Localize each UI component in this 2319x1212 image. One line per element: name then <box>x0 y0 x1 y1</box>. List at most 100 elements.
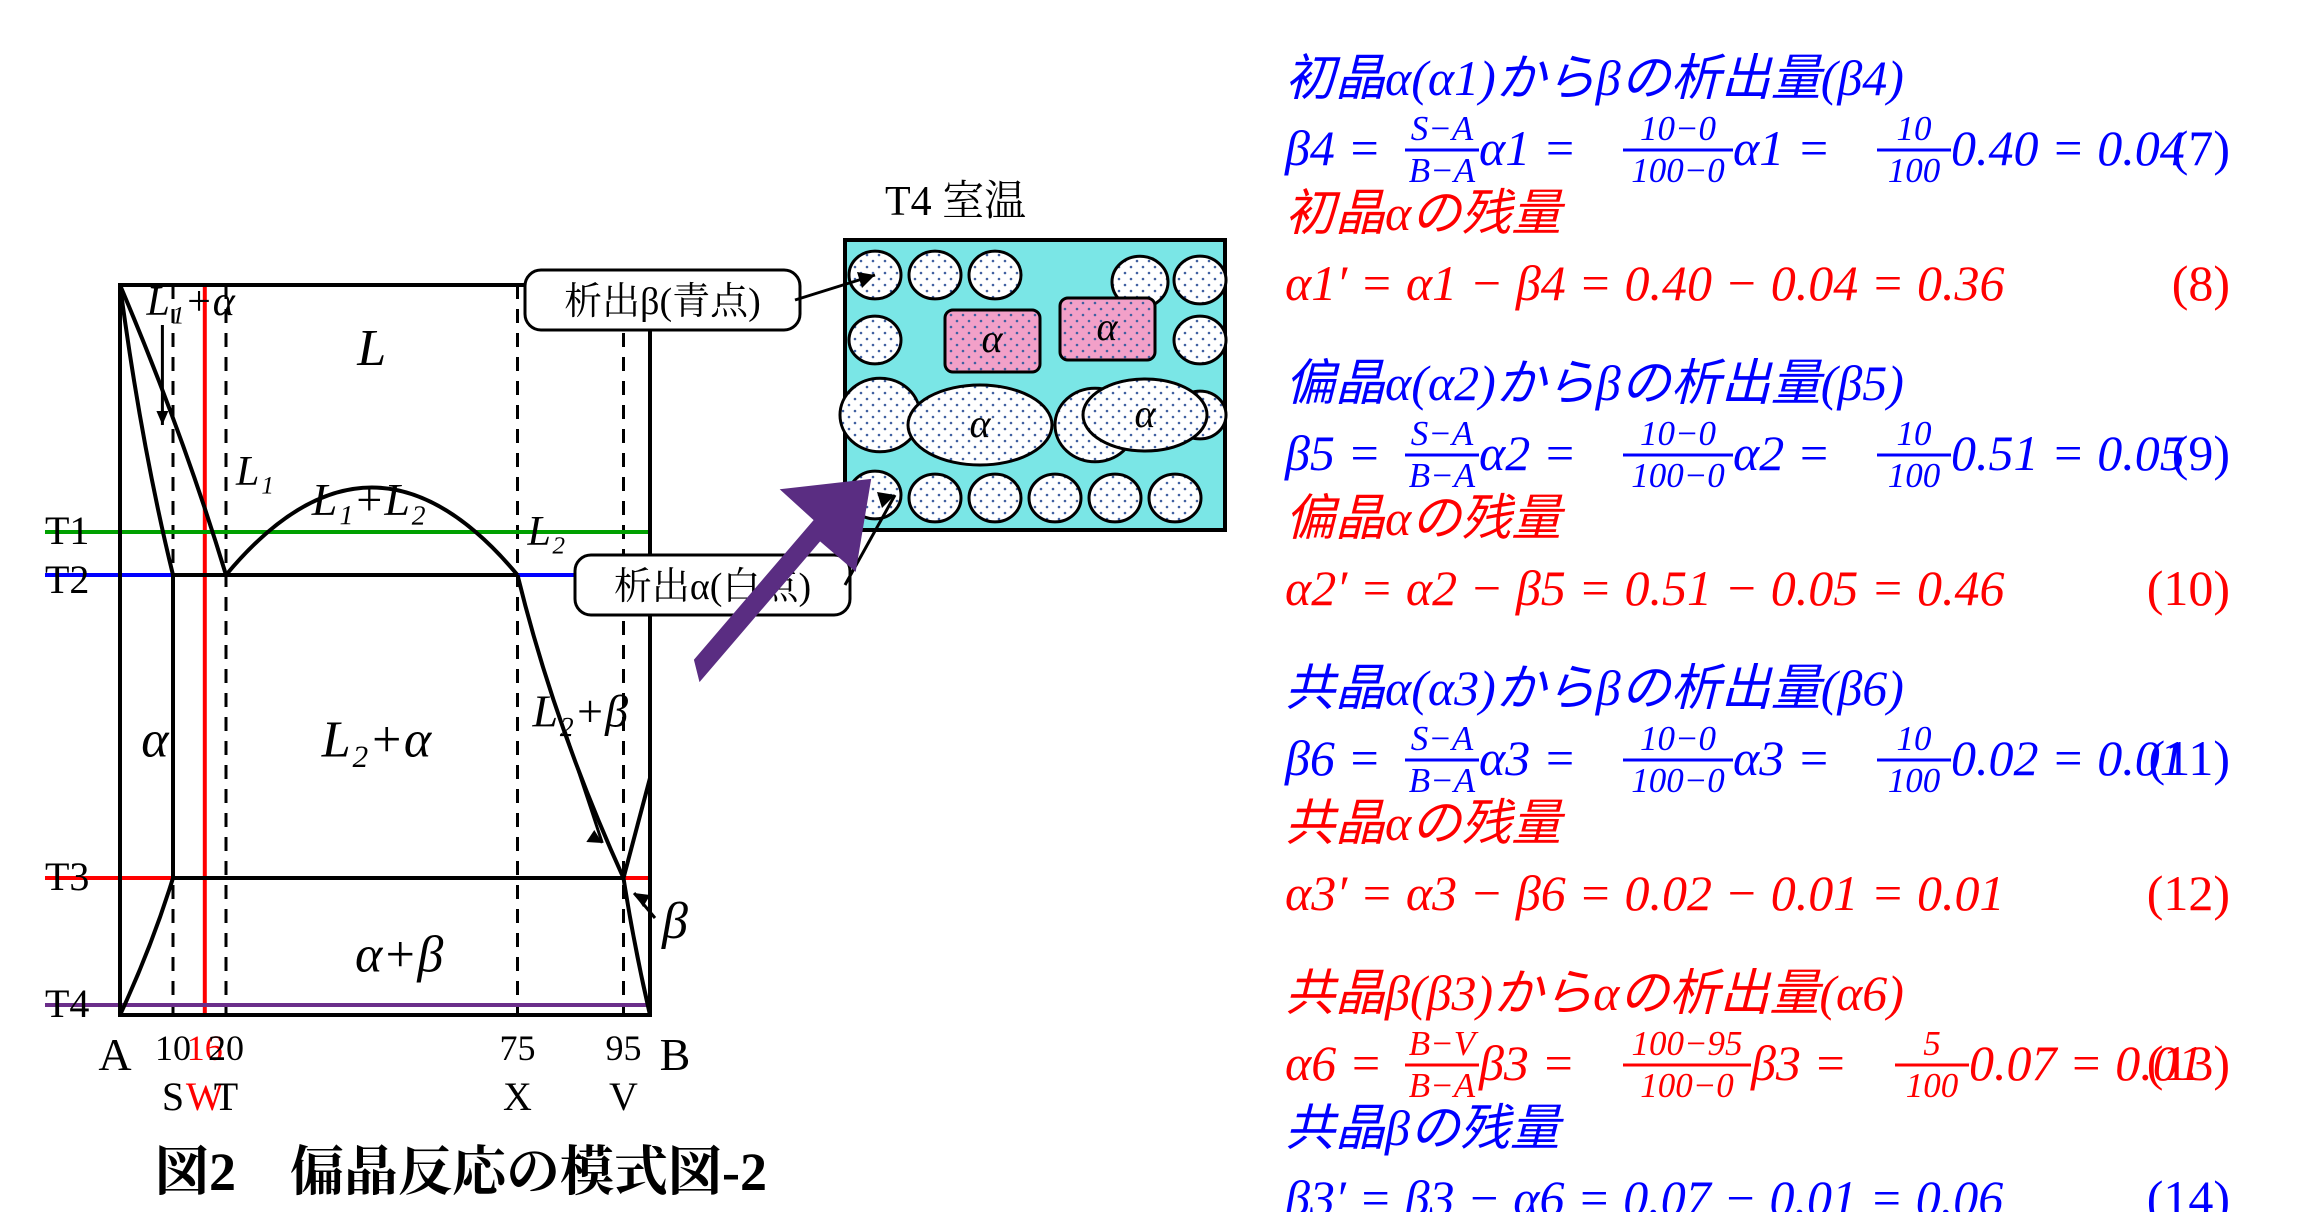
svg-text:α: α <box>1097 304 1119 349</box>
svg-text:α2 =: α2 = <box>1733 425 1831 481</box>
svg-text:共晶α(α3)からβの析出量(β6): 共晶α(α3)からβの析出量(β6) <box>1285 660 1904 716</box>
svg-text:β4 =: β4 = <box>1284 120 1381 176</box>
svg-text:T4: T4 <box>45 981 89 1026</box>
svg-text:T1: T1 <box>45 508 89 553</box>
svg-text:5: 5 <box>1923 1024 1941 1063</box>
svg-text:β3 =: β3 = <box>1478 1035 1575 1091</box>
equation-line: 偏晶αの残量 <box>1285 490 1565 546</box>
svg-text:α3 =: α3 = <box>1733 730 1831 786</box>
svg-text:α6 =: α6 = <box>1285 1035 1383 1091</box>
svg-text:α: α <box>982 316 1004 361</box>
svg-text:75: 75 <box>500 1028 536 1068</box>
equation-line: β5 = S−AB−A α2 = 10−0100−0 α2 = 10100 0.… <box>1284 414 2230 495</box>
svg-text:(14): (14) <box>2147 1170 2230 1212</box>
svg-text:100−0: 100−0 <box>1631 151 1725 190</box>
svg-text:100−0: 100−0 <box>1631 456 1725 495</box>
svg-text:初晶α(α1)からβの析出量(β4): 初晶α(α1)からβの析出量(β4) <box>1285 50 1904 106</box>
svg-text:A: A <box>98 1029 131 1080</box>
equation-line: 偏晶α(α2)からβの析出量(β5) <box>1285 355 1904 411</box>
svg-text:100−0: 100−0 <box>1640 1066 1734 1105</box>
svg-text:α3 =: α3 = <box>1479 730 1577 786</box>
svg-text:L₂+α: L₂+α <box>321 712 433 769</box>
svg-text:(12): (12) <box>2147 865 2230 921</box>
svg-text:100: 100 <box>1888 456 1941 495</box>
svg-text:T4 室温: T4 室温 <box>885 179 1026 225</box>
svg-text:T2: T2 <box>45 557 89 602</box>
svg-text:T: T <box>214 1074 238 1119</box>
svg-text:10: 10 <box>1897 109 1933 148</box>
svg-text:α3′ = α3 − β6 = 0.02 − 0.01 =: α3′ = α3 − β6 = 0.02 − 0.01 = 0.01 <box>1285 865 2005 921</box>
svg-text:β: β <box>661 893 688 950</box>
svg-text:B−V: B−V <box>1409 1024 1479 1063</box>
svg-text:α+β: α+β <box>355 927 443 984</box>
svg-text:10: 10 <box>1897 719 1933 758</box>
svg-text:α2′ = α2 − β5 = 0.51 − 0.05 =: α2′ = α2 − β5 = 0.51 − 0.05 = 0.46 <box>1285 560 2005 616</box>
equation-line: 初晶αの残量 <box>1285 185 1565 241</box>
phase-diagram-frame <box>120 285 650 1015</box>
svg-text:共晶αの残量: 共晶αの残量 <box>1285 795 1565 851</box>
equation-line: α2′ = α2 − β5 = 0.51 − 0.05 = 0.46 (10) <box>1285 560 2230 616</box>
svg-text:100: 100 <box>1906 1066 1959 1105</box>
svg-text:(8): (8) <box>2172 255 2230 311</box>
svg-text:10−0: 10−0 <box>1640 719 1717 758</box>
svg-text:析出β(青点): 析出β(青点) <box>564 281 761 323</box>
svg-text:V: V <box>609 1074 638 1119</box>
svg-text:S−A: S−A <box>1411 719 1474 758</box>
svg-text:10: 10 <box>155 1028 191 1068</box>
svg-text:(11): (11) <box>2149 730 2230 786</box>
equation-line: 共晶βの残量 <box>1285 1100 1564 1156</box>
svg-text:(7): (7) <box>2172 120 2230 176</box>
svg-text:α1 =: α1 = <box>1733 120 1831 176</box>
equation-line: α3′ = α3 − β6 = 0.02 − 0.01 = 0.01 (12) <box>1285 865 2230 921</box>
svg-text:(13): (13) <box>2147 1035 2230 1091</box>
svg-text:偏晶αの残量: 偏晶αの残量 <box>1285 490 1565 546</box>
svg-text:β3′ = β3 − α6 = 0.07 − 0.01 =: β3′ = β3 − α6 = 0.07 − 0.01 = 0.06 <box>1284 1170 2003 1212</box>
svg-text:L: L <box>356 320 386 377</box>
svg-text:共晶β(β3)からαの析出量(α6): 共晶β(β3)からαの析出量(α6) <box>1285 965 1904 1021</box>
svg-text:100: 100 <box>1888 151 1941 190</box>
svg-text:10−0: 10−0 <box>1640 109 1717 148</box>
svg-text:β5 =: β5 = <box>1284 425 1381 481</box>
equation-line: β6 = S−AB−A α3 = 10−0100−0 α3 = 10100 0.… <box>1284 719 2230 800</box>
svg-text:95: 95 <box>606 1028 642 1068</box>
equation-line: 共晶αの残量 <box>1285 795 1565 851</box>
figure-caption: 図2 偏晶反応の模式図-2 <box>155 1142 767 1202</box>
equation-line: α6 = B−VB−A β3 = 100−95100−0 β3 = 5100 0… <box>1285 1024 2230 1105</box>
svg-text:α: α <box>141 712 170 769</box>
svg-text:100−95: 100−95 <box>1631 1024 1742 1063</box>
svg-text:α2 =: α2 = <box>1479 425 1577 481</box>
svg-text:100: 100 <box>1888 761 1941 800</box>
svg-text:L₁+L₂: L₁+L₂ <box>311 474 426 525</box>
svg-text:α1 =: α1 = <box>1479 120 1577 176</box>
svg-text:20: 20 <box>208 1028 244 1068</box>
svg-text:(10): (10) <box>2147 560 2230 616</box>
svg-text:L₂: L₂ <box>527 509 566 555</box>
svg-text:X: X <box>503 1074 532 1119</box>
svg-text:S−A: S−A <box>1411 109 1474 148</box>
equation-line: 共晶α(α3)からβの析出量(β6) <box>1285 660 1904 716</box>
svg-text:L₁+α: L₁+α <box>146 279 236 325</box>
svg-text:α: α <box>970 401 992 446</box>
svg-text:10−0: 10−0 <box>1640 414 1717 453</box>
svg-text:S−A: S−A <box>1411 414 1474 453</box>
equation-line: β4 = S−AB−A α1 = 10−0100−0 α1 = 10100 0.… <box>1284 109 2230 190</box>
svg-text:10: 10 <box>1897 414 1933 453</box>
svg-text:L₁: L₁ <box>235 449 274 495</box>
equation-line: 初晶α(α1)からβの析出量(β4) <box>1285 50 1904 106</box>
svg-text:(9): (9) <box>2172 425 2230 481</box>
svg-text:0.51 = 0.05: 0.51 = 0.05 <box>1951 425 2185 481</box>
svg-text:偏晶α(α2)からβの析出量(β5): 偏晶α(α2)からβの析出量(β5) <box>1285 355 1904 411</box>
svg-text:α1′ = α1 − β4 = 0.40 − 0.04 =: α1′ = α1 − β4 = 0.40 − 0.04 = 0.36 <box>1285 255 2005 311</box>
svg-text:初晶αの残量: 初晶αの残量 <box>1285 185 1565 241</box>
svg-text:S: S <box>162 1074 184 1119</box>
svg-text:α: α <box>1135 391 1157 436</box>
equation-line: α1′ = α1 − β4 = 0.40 − 0.04 = 0.36 (8) <box>1285 255 2230 311</box>
svg-text:0.40 = 0.04: 0.40 = 0.04 <box>1951 120 2185 176</box>
equation-line: 共晶β(β3)からαの析出量(α6) <box>1285 965 1904 1021</box>
svg-text:100−0: 100−0 <box>1631 761 1725 800</box>
svg-text:β3 =: β3 = <box>1750 1035 1847 1091</box>
svg-text:共晶βの残量: 共晶βの残量 <box>1285 1100 1564 1156</box>
svg-text:L₂+β: L₂+β <box>532 686 629 737</box>
svg-text:β6 =: β6 = <box>1284 730 1381 786</box>
svg-text:T3: T3 <box>45 854 89 899</box>
